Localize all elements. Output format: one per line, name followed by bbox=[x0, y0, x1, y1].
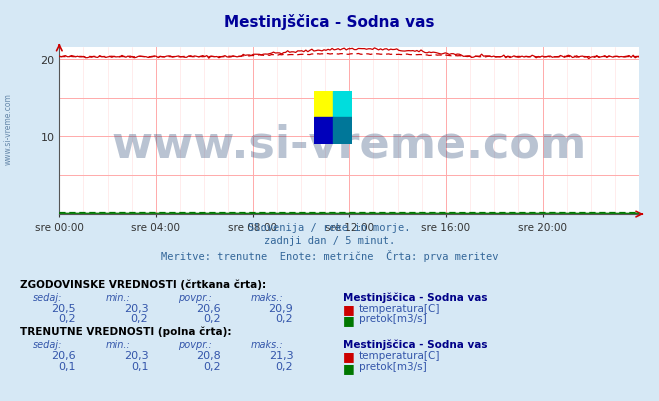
Text: Mestinjščica - Sodna vas: Mestinjščica - Sodna vas bbox=[343, 339, 487, 349]
Text: ■: ■ bbox=[343, 361, 355, 374]
Text: 0,2: 0,2 bbox=[58, 314, 76, 324]
Text: povpr.:: povpr.: bbox=[178, 339, 212, 349]
Text: sedaj:: sedaj: bbox=[33, 339, 63, 349]
Text: 20,5: 20,5 bbox=[51, 303, 76, 313]
Text: Slovenija / reke in morje.: Slovenija / reke in morje. bbox=[248, 223, 411, 233]
Text: pretok[m3/s]: pretok[m3/s] bbox=[359, 361, 427, 371]
Text: Mestinjščica - Sodna vas: Mestinjščica - Sodna vas bbox=[343, 292, 487, 302]
Text: maks.:: maks.: bbox=[250, 339, 283, 349]
Text: 20,9: 20,9 bbox=[268, 303, 293, 313]
Text: ZGODOVINSKE VREDNOSTI (črtkana črta):: ZGODOVINSKE VREDNOSTI (črtkana črta): bbox=[20, 279, 266, 289]
Text: 0,1: 0,1 bbox=[58, 361, 76, 371]
Text: 20,3: 20,3 bbox=[124, 303, 148, 313]
Text: 20,6: 20,6 bbox=[196, 303, 221, 313]
Text: 20,8: 20,8 bbox=[196, 350, 221, 360]
Text: ■: ■ bbox=[343, 314, 355, 326]
Text: 0,1: 0,1 bbox=[130, 361, 148, 371]
Text: 0,2: 0,2 bbox=[275, 314, 293, 324]
Text: 21,3: 21,3 bbox=[269, 350, 293, 360]
Text: Mestinjščica - Sodna vas: Mestinjščica - Sodna vas bbox=[224, 14, 435, 30]
Text: sedaj:: sedaj: bbox=[33, 292, 63, 302]
Text: 0,2: 0,2 bbox=[130, 314, 148, 324]
Text: min.:: min.: bbox=[105, 339, 130, 349]
Text: ■: ■ bbox=[343, 303, 355, 316]
Text: temperatura[C]: temperatura[C] bbox=[359, 350, 441, 360]
Text: 0,2: 0,2 bbox=[275, 361, 293, 371]
Text: 20,3: 20,3 bbox=[124, 350, 148, 360]
Text: 0,2: 0,2 bbox=[203, 361, 221, 371]
Text: maks.:: maks.: bbox=[250, 292, 283, 302]
Text: TRENUTNE VREDNOSTI (polna črta):: TRENUTNE VREDNOSTI (polna črta): bbox=[20, 326, 231, 336]
Text: www.si-vreme.com: www.si-vreme.com bbox=[111, 123, 587, 166]
Text: ■: ■ bbox=[343, 350, 355, 363]
Text: Meritve: trenutne  Enote: metrične  Črta: prva meritev: Meritve: trenutne Enote: metrične Črta: … bbox=[161, 249, 498, 261]
Text: www.si-vreme.com: www.si-vreme.com bbox=[4, 93, 13, 164]
Text: 0,2: 0,2 bbox=[203, 314, 221, 324]
Text: pretok[m3/s]: pretok[m3/s] bbox=[359, 314, 427, 324]
Text: temperatura[C]: temperatura[C] bbox=[359, 303, 441, 313]
Text: min.:: min.: bbox=[105, 292, 130, 302]
Text: 20,6: 20,6 bbox=[51, 350, 76, 360]
Text: zadnji dan / 5 minut.: zadnji dan / 5 minut. bbox=[264, 236, 395, 246]
Text: povpr.:: povpr.: bbox=[178, 292, 212, 302]
